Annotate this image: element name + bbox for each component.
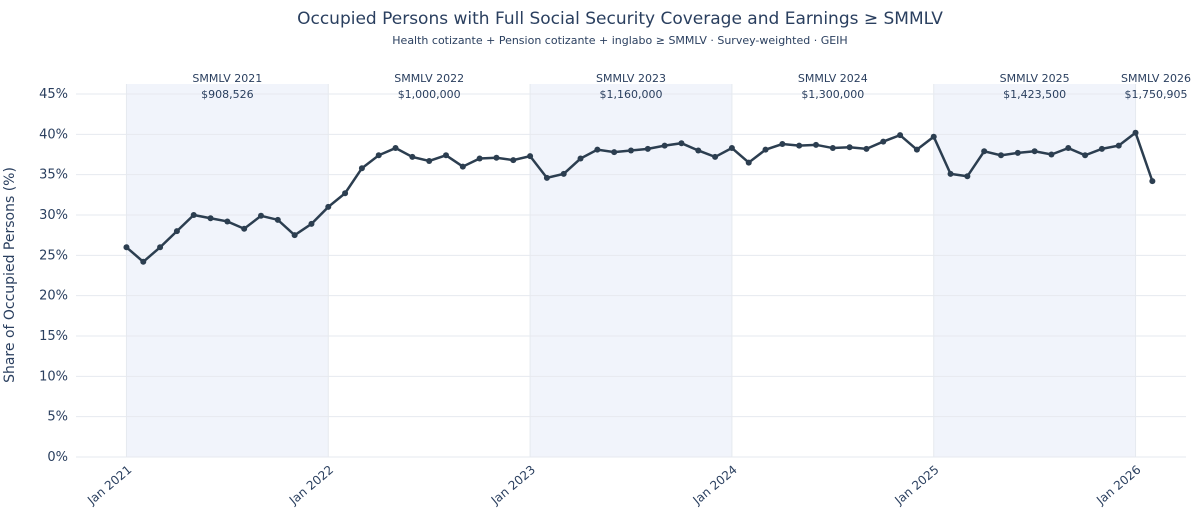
y-tick-label: 40% xyxy=(39,127,68,142)
data-point xyxy=(1031,148,1038,155)
data-point xyxy=(123,244,130,251)
data-point xyxy=(560,170,567,177)
annotation-label: SMMLV 2021 xyxy=(192,72,262,85)
data-point xyxy=(661,142,668,149)
data-point xyxy=(426,157,433,164)
data-point xyxy=(644,145,651,152)
data-point xyxy=(998,152,1004,159)
data-point xyxy=(157,244,164,251)
y-tick-label: 15% xyxy=(39,329,68,344)
data-point xyxy=(1149,178,1156,185)
data-point xyxy=(224,218,231,225)
data-point xyxy=(308,220,315,227)
data-point xyxy=(880,138,887,145)
data-point xyxy=(913,146,920,153)
data-point xyxy=(728,145,735,152)
data-point xyxy=(241,225,248,232)
data-point xyxy=(459,163,466,170)
data-point xyxy=(543,174,550,181)
data-point xyxy=(1048,151,1055,158)
data-point xyxy=(964,173,971,180)
data-point xyxy=(190,212,197,218)
data-point xyxy=(947,170,954,177)
data-point xyxy=(1065,145,1072,152)
data-point xyxy=(493,154,500,161)
year-band xyxy=(530,84,732,457)
data-point xyxy=(510,157,517,164)
data-point xyxy=(930,133,937,140)
data-point xyxy=(476,155,483,162)
annotation-value: $1,160,000 xyxy=(600,88,663,101)
data-point xyxy=(678,140,685,147)
data-point xyxy=(628,147,634,154)
y-axis-label: Share of Occupied Persons (%) xyxy=(2,167,18,383)
data-point xyxy=(695,147,702,154)
data-point xyxy=(1014,149,1021,156)
y-tick-label: 35% xyxy=(39,168,68,183)
y-tick-label: 0% xyxy=(47,450,68,465)
chart-subtitle: Health cotizante + Pension cotizante + i… xyxy=(392,34,847,47)
data-point xyxy=(527,153,534,160)
annotation-value: $1,000,000 xyxy=(398,88,461,101)
annotation-value: $1,423,500 xyxy=(1003,88,1066,101)
data-point xyxy=(1115,142,1122,149)
series-line xyxy=(125,130,1154,264)
annotation-label: SMMLV 2022 xyxy=(394,72,464,85)
data-point xyxy=(325,203,332,210)
y-tick-label: 10% xyxy=(39,369,68,384)
data-point xyxy=(140,258,147,265)
data-point xyxy=(712,153,719,160)
data-point xyxy=(443,152,449,159)
data-point xyxy=(897,132,904,139)
data-point xyxy=(611,149,618,156)
annotation-value: $1,750,905 xyxy=(1125,88,1188,101)
data-point xyxy=(981,148,988,155)
y-tick-label: 30% xyxy=(39,208,68,223)
data-point xyxy=(358,165,365,172)
annotation-label: SMMLV 2024 xyxy=(798,72,868,85)
annotation-value: $1,300,000 xyxy=(801,88,864,101)
annotation-label: SMMLV 2023 xyxy=(596,72,666,85)
data-point xyxy=(594,146,601,153)
data-point xyxy=(863,145,870,152)
data-point xyxy=(342,190,349,197)
data-point xyxy=(779,141,786,148)
data-point xyxy=(745,159,752,166)
data-point xyxy=(1098,145,1105,152)
y-tick-label: 25% xyxy=(39,248,68,263)
data-point xyxy=(258,212,264,219)
year-band xyxy=(933,84,1136,457)
data-point xyxy=(173,228,180,235)
chart-title: Occupied Persons with Full Social Securi… xyxy=(297,9,943,29)
data-point xyxy=(291,232,298,239)
data-point xyxy=(375,152,382,159)
data-point xyxy=(762,146,769,153)
annotation-label: SMMLV 2026 xyxy=(1121,72,1191,85)
y-tick-label: 45% xyxy=(39,87,68,102)
data-point xyxy=(813,141,819,148)
data-point xyxy=(829,145,836,152)
data-point xyxy=(392,145,399,152)
annotation-label: SMMLV 2025 xyxy=(1000,72,1070,85)
data-point xyxy=(409,153,416,160)
year-band xyxy=(126,84,329,457)
y-tick-label: 5% xyxy=(47,410,68,425)
data-point xyxy=(207,215,214,222)
annotation-value: $908,526 xyxy=(201,88,254,101)
y-tick-label: 20% xyxy=(39,289,68,304)
data-point xyxy=(1082,152,1089,159)
data-point xyxy=(846,144,853,151)
data-point xyxy=(796,142,803,149)
data-point xyxy=(274,216,281,223)
data-point xyxy=(577,155,584,162)
data-point xyxy=(1132,129,1139,136)
